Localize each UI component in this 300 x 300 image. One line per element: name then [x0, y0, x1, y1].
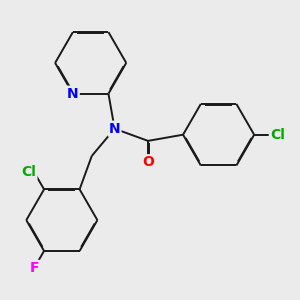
- Text: O: O: [142, 155, 154, 169]
- Text: F: F: [29, 261, 39, 275]
- Text: N: N: [109, 122, 120, 136]
- Text: Cl: Cl: [270, 128, 285, 142]
- Text: Cl: Cl: [22, 165, 36, 179]
- Text: N: N: [67, 87, 79, 101]
